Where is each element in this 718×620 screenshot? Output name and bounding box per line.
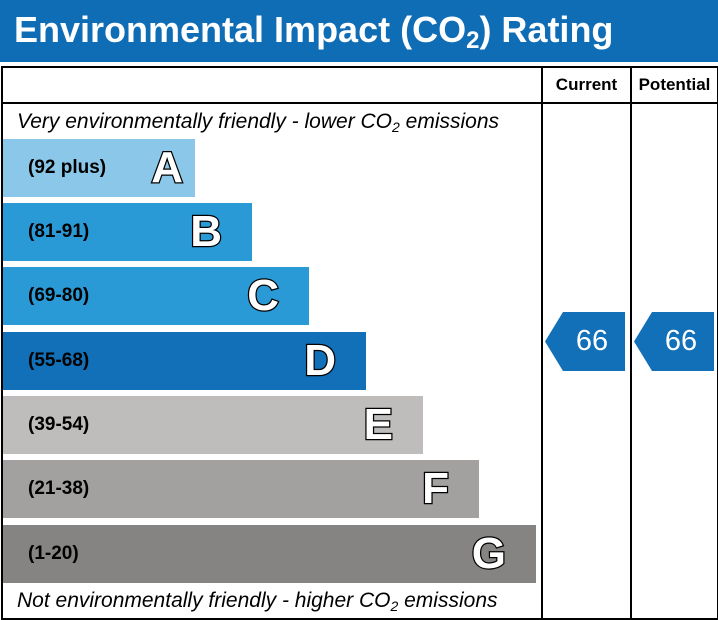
band-g-letter: G <box>471 528 508 580</box>
current-rating-value: 66 <box>575 325 609 357</box>
potential-rating-arrow: 66 <box>634 312 714 371</box>
band-e: (39-54) E <box>3 396 423 454</box>
band-a: (92 plus) A <box>3 139 195 197</box>
band-e-letter: E <box>362 399 394 451</box>
caption-top-prefix: Very environmentally friendly - lower CO <box>17 110 393 133</box>
caption-bottom-suffix: emissions <box>398 589 498 612</box>
caption-top: Very environmentally friendly - lower CO… <box>17 110 499 134</box>
band-d-range: (55-68) <box>28 350 90 371</box>
header-divider <box>3 102 717 104</box>
divider-potential <box>630 68 632 618</box>
band-c: (69-80) C <box>3 267 309 325</box>
band-b: (81-91) B <box>3 203 252 261</box>
band-b-range: (81-91) <box>28 221 90 242</box>
band-d-letter: D <box>303 335 337 387</box>
band-c-letter: C <box>246 270 280 322</box>
divider-current <box>541 68 543 618</box>
potential-rating-value: 66 <box>664 325 698 357</box>
column-header-current: Current <box>555 75 618 94</box>
band-a-letter: A <box>150 142 184 194</box>
band-g: (1-20) G <box>3 525 536 583</box>
potential-rating-arrow-shape <box>634 312 714 371</box>
header-bar: Environmental Impact (CO2) Rating <box>0 0 718 62</box>
band-g-range: (1-20) <box>28 543 79 564</box>
current-rating-arrow: 66 <box>545 312 625 371</box>
caption-bottom: Not environmentally friendly - higher CO… <box>17 589 498 613</box>
current-rating-arrow-shape <box>545 312 625 371</box>
title-suffix: ) Rating <box>479 9 614 50</box>
band-c-range: (69-80) <box>28 285 90 306</box>
band-a-range: (92 plus) <box>28 157 107 178</box>
caption-bottom-subscript: 2 <box>390 598 399 614</box>
band-f-letter: F <box>421 463 450 515</box>
caption-top-suffix: emissions <box>399 110 500 133</box>
column-header-potential: Potential <box>638 75 711 94</box>
band-d: (55-68) D <box>3 332 366 390</box>
caption-top-subscript: 2 <box>392 119 400 135</box>
band-e-range: (39-54) <box>28 414 90 435</box>
rating-table: Current Potential Very environmentally f… <box>1 66 718 620</box>
title-subscript: 2 <box>466 27 480 54</box>
band-b-letter: B <box>189 206 223 258</box>
band-f-range: (21-38) <box>28 478 90 499</box>
band-f: (21-38) F <box>3 460 479 518</box>
caption-bottom-prefix: Not environmentally friendly - higher CO <box>17 589 391 612</box>
title-prefix: Environmental Impact (CO <box>14 9 467 50</box>
page-title: Environmental Impact (CO2) Rating <box>14 9 614 54</box>
